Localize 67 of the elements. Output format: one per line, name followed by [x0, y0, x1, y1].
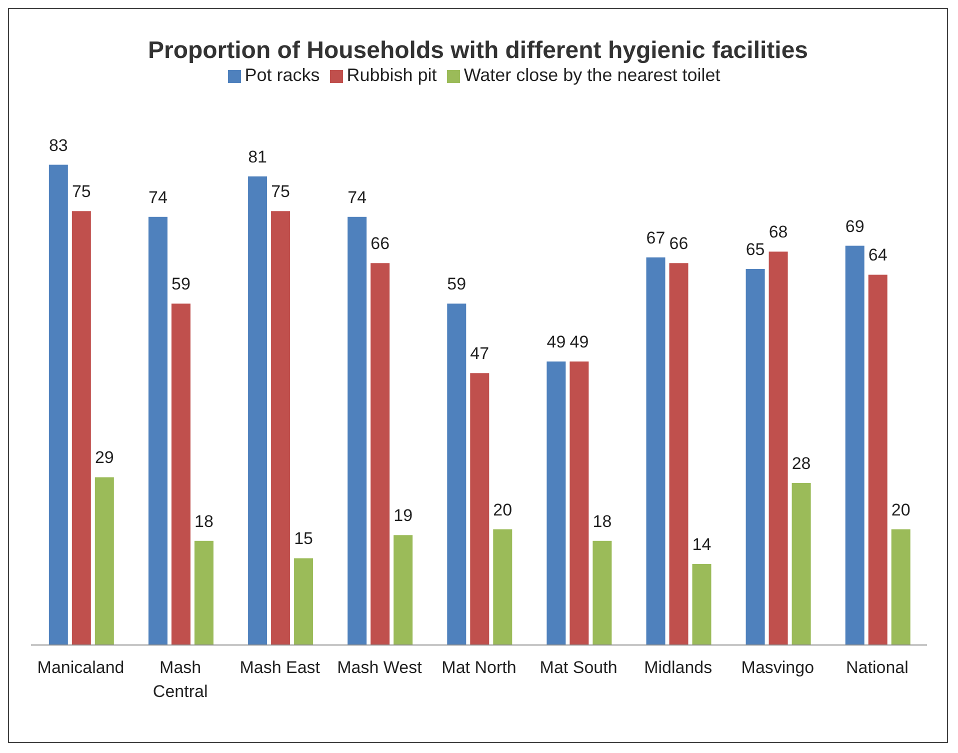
- data-label: 66: [669, 234, 688, 254]
- chart-title: Proportion of Households with different hygienic facilities: [146, 36, 810, 65]
- bar: [171, 304, 190, 645]
- data-label: 14: [692, 535, 712, 554]
- legend-label: Pot racks: [244, 65, 320, 85]
- x-tick-label: Mat South: [540, 658, 618, 677]
- bar: [72, 211, 91, 645]
- x-tick-label: Mash West: [337, 658, 422, 677]
- data-label: 68: [768, 222, 788, 242]
- bar: [570, 362, 589, 645]
- bar: [294, 558, 314, 645]
- bar: [792, 483, 811, 645]
- bar: [194, 540, 214, 645]
- x-tick-label: National: [846, 658, 908, 677]
- data-label: 49: [546, 332, 566, 352]
- bar: [868, 274, 888, 645]
- x-tick-label: Manicaland: [37, 658, 124, 677]
- x-tick-label: Mash East: [240, 658, 320, 677]
- data-label: 83: [48, 136, 68, 155]
- data-label: 19: [394, 506, 413, 526]
- x-tick-label: Mash Central: [152, 658, 208, 701]
- bar: [546, 362, 566, 645]
- bar: [370, 263, 390, 645]
- bar: [447, 304, 466, 645]
- data-label: 65: [746, 240, 765, 259]
- bar: [646, 257, 666, 645]
- legend-label: Rubbish pit: [346, 65, 437, 85]
- bar: [348, 216, 367, 645]
- data-label: 66: [370, 234, 390, 254]
- bar: [470, 373, 490, 645]
- bar: [394, 535, 413, 645]
- x-tick-label: Masvingo: [741, 658, 814, 677]
- data-label: 67: [646, 228, 666, 248]
- data-label: 59: [172, 274, 190, 294]
- bar: [692, 564, 712, 645]
- data-label: 29: [94, 448, 114, 468]
- data-label: 74: [348, 188, 367, 207]
- bar: [148, 216, 168, 645]
- bar: [248, 176, 268, 645]
- x-tick-label: Midlands: [644, 658, 712, 677]
- bar: [493, 529, 512, 645]
- bar: [891, 529, 910, 645]
- bar: [845, 246, 864, 645]
- bar: [768, 252, 788, 645]
- data-label: 20: [493, 500, 512, 520]
- bar: [746, 268, 765, 645]
- data-label: 49: [570, 332, 589, 352]
- data-label: 81: [248, 147, 267, 166]
- data-label: 18: [194, 512, 214, 531]
- data-label: 75: [271, 182, 290, 202]
- data-label: 47: [470, 344, 490, 364]
- bar: [669, 263, 688, 645]
- bar: [271, 211, 290, 645]
- legend-label: Water close by the nearest toilet: [464, 65, 720, 85]
- data-label: 20: [891, 500, 910, 520]
- x-tick-label: Mat North: [442, 658, 516, 677]
- data-label: 69: [845, 216, 864, 236]
- data-label: 64: [868, 246, 888, 265]
- data-label: 18: [592, 512, 612, 531]
- bar: [592, 540, 612, 645]
- data-label: 28: [792, 454, 811, 474]
- bar: [94, 477, 114, 645]
- data-label: 59: [447, 274, 466, 294]
- bar: [48, 164, 68, 645]
- data-label: 75: [72, 182, 91, 202]
- data-label: 15: [294, 529, 313, 548]
- data-label: 74: [148, 188, 168, 207]
